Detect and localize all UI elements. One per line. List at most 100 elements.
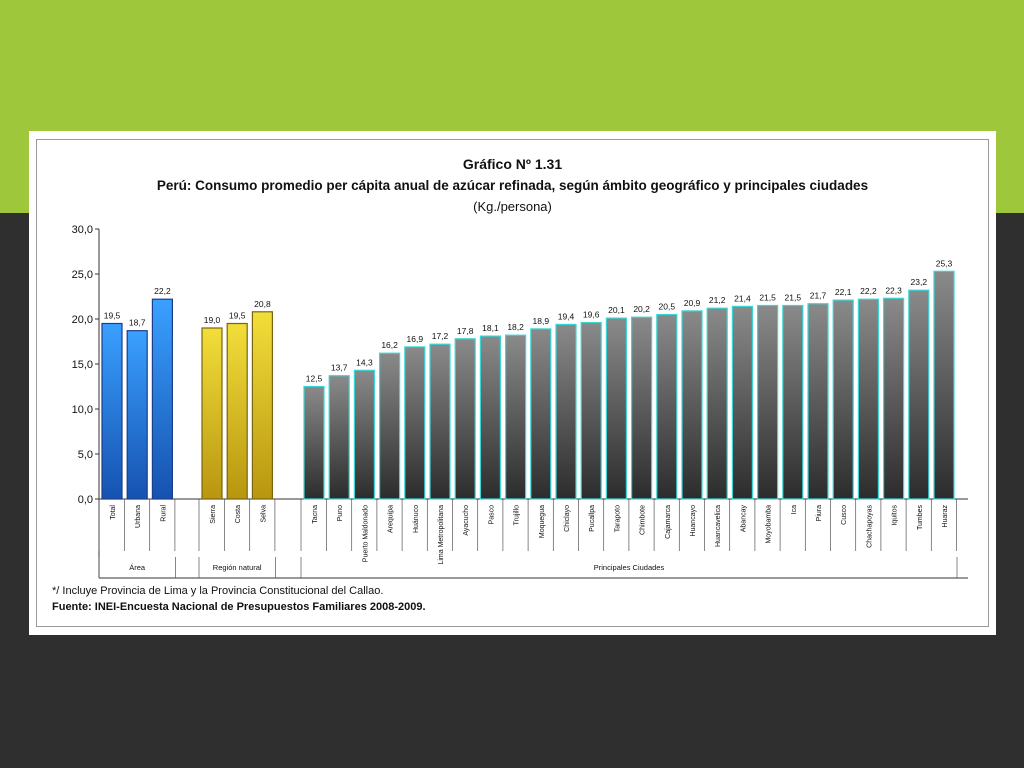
- category-label: Huancavelica: [715, 505, 722, 547]
- data-label: 17,2: [432, 331, 449, 341]
- bar: [328, 375, 350, 500]
- data-label: 22,3: [885, 285, 902, 295]
- category-label: Chachapoyas: [866, 505, 873, 548]
- data-label: 20,5: [659, 302, 676, 312]
- category-label: Arequipa: [388, 505, 395, 533]
- bar: [151, 298, 173, 500]
- category-label: Trujillo: [514, 505, 521, 525]
- category-label: Piura: [816, 505, 823, 521]
- category-label: Tacna: [312, 505, 319, 524]
- category-label: Abancay: [740, 505, 747, 533]
- data-label: 16,2: [381, 340, 398, 350]
- group-label: Área: [129, 563, 146, 572]
- category-label: Tumbes: [917, 505, 924, 531]
- bar: [908, 289, 930, 500]
- data-label: 13,7: [331, 363, 348, 373]
- bar: [530, 328, 552, 500]
- data-label: 21,4: [734, 293, 751, 303]
- data-label: 21,2: [709, 295, 726, 305]
- bar: [353, 369, 375, 500]
- data-label: 18,2: [507, 322, 524, 332]
- y-tick-label: 25,0: [72, 269, 93, 281]
- chart-number-title: Gráfico Nº 1.31: [462, 156, 563, 172]
- bar: [454, 338, 476, 500]
- bar: [656, 313, 678, 500]
- group-label: Principales Ciudades: [594, 563, 665, 572]
- category-label: Puno: [337, 505, 344, 521]
- data-label: 14,3: [356, 357, 373, 367]
- bar: [782, 304, 804, 500]
- data-label: 21,5: [759, 293, 776, 303]
- category-label: Moquegua: [539, 505, 546, 538]
- bar: [101, 322, 123, 500]
- bar: [303, 385, 325, 500]
- data-label: 18,9: [533, 316, 550, 326]
- category-label: Selva: [260, 505, 267, 523]
- bar: [479, 335, 501, 500]
- bar: [505, 334, 527, 500]
- bar: [226, 322, 248, 500]
- category-label: Sierra: [210, 505, 217, 524]
- category-label: Puerto Maldonado: [362, 505, 369, 562]
- category-label: Costa: [235, 505, 242, 523]
- footnote: */ Incluye Provincia de Lima y la Provin…: [52, 585, 384, 597]
- data-label: 19,5: [104, 311, 121, 321]
- category-label: Chimbote: [640, 505, 647, 535]
- category-label: Huánuco: [413, 505, 420, 533]
- bar: [807, 303, 829, 500]
- bar: [681, 310, 703, 500]
- category-label: Rural: [160, 505, 167, 522]
- bar: [857, 298, 880, 500]
- bar: [933, 270, 955, 500]
- data-label: 17,8: [457, 326, 474, 336]
- data-label: 22,2: [860, 286, 877, 296]
- bar: [756, 304, 779, 500]
- data-label: 19,4: [558, 311, 575, 321]
- data-label: 20,1: [608, 305, 625, 315]
- data-label: 21,5: [785, 293, 802, 303]
- bar: [201, 327, 223, 500]
- category-label: Pasco: [488, 505, 495, 525]
- data-label: 20,2: [633, 304, 650, 314]
- chart-unit: (Kg./persona): [473, 199, 552, 214]
- data-label: 19,5: [229, 311, 246, 321]
- data-label: 16,9: [407, 334, 424, 344]
- data-label: 18,7: [129, 318, 146, 328]
- category-label: Tarapoto: [614, 505, 621, 532]
- y-tick-label: 30,0: [72, 224, 93, 236]
- category-label: Ica: [791, 505, 798, 514]
- category-label: Moyobamba: [766, 505, 773, 544]
- y-tick-label: 0,0: [78, 494, 93, 506]
- group-label: Región natural: [213, 563, 262, 572]
- category-label: Pucallpa: [589, 505, 596, 532]
- data-label: 18,1: [482, 323, 499, 333]
- y-tick-label: 20,0: [72, 314, 93, 326]
- data-label: 21,7: [810, 291, 827, 301]
- data-label: 19,0: [204, 315, 221, 325]
- bar: [605, 317, 628, 500]
- category-label: Ayacucho: [463, 505, 470, 536]
- data-label: 19,6: [583, 310, 600, 320]
- category-label: Urbana: [135, 505, 142, 528]
- source-note: Fuente: INEI-Encuesta Nacional de Presup…: [52, 601, 426, 613]
- category-label: Cusco: [841, 505, 848, 525]
- category-label: Huaraz: [942, 505, 949, 528]
- bar: [251, 311, 273, 500]
- data-label: 12,5: [306, 374, 323, 384]
- bar: [555, 323, 577, 500]
- data-label: 22,1: [835, 287, 852, 297]
- category-label: Total: [110, 505, 117, 520]
- bar: [630, 316, 653, 500]
- bar: [580, 322, 602, 500]
- category-label: Lima Metropolitana: [438, 505, 445, 565]
- y-tick-label: 10,0: [72, 404, 93, 416]
- category-label: Huancayo: [690, 505, 697, 537]
- data-label: 25,3: [936, 258, 953, 268]
- bar: [832, 299, 854, 500]
- category-label: Cajamarca: [665, 505, 672, 539]
- bar: [706, 307, 728, 500]
- y-tick-label: 15,0: [72, 359, 93, 371]
- bar: [429, 343, 451, 500]
- category-label: Iquitos: [892, 505, 899, 526]
